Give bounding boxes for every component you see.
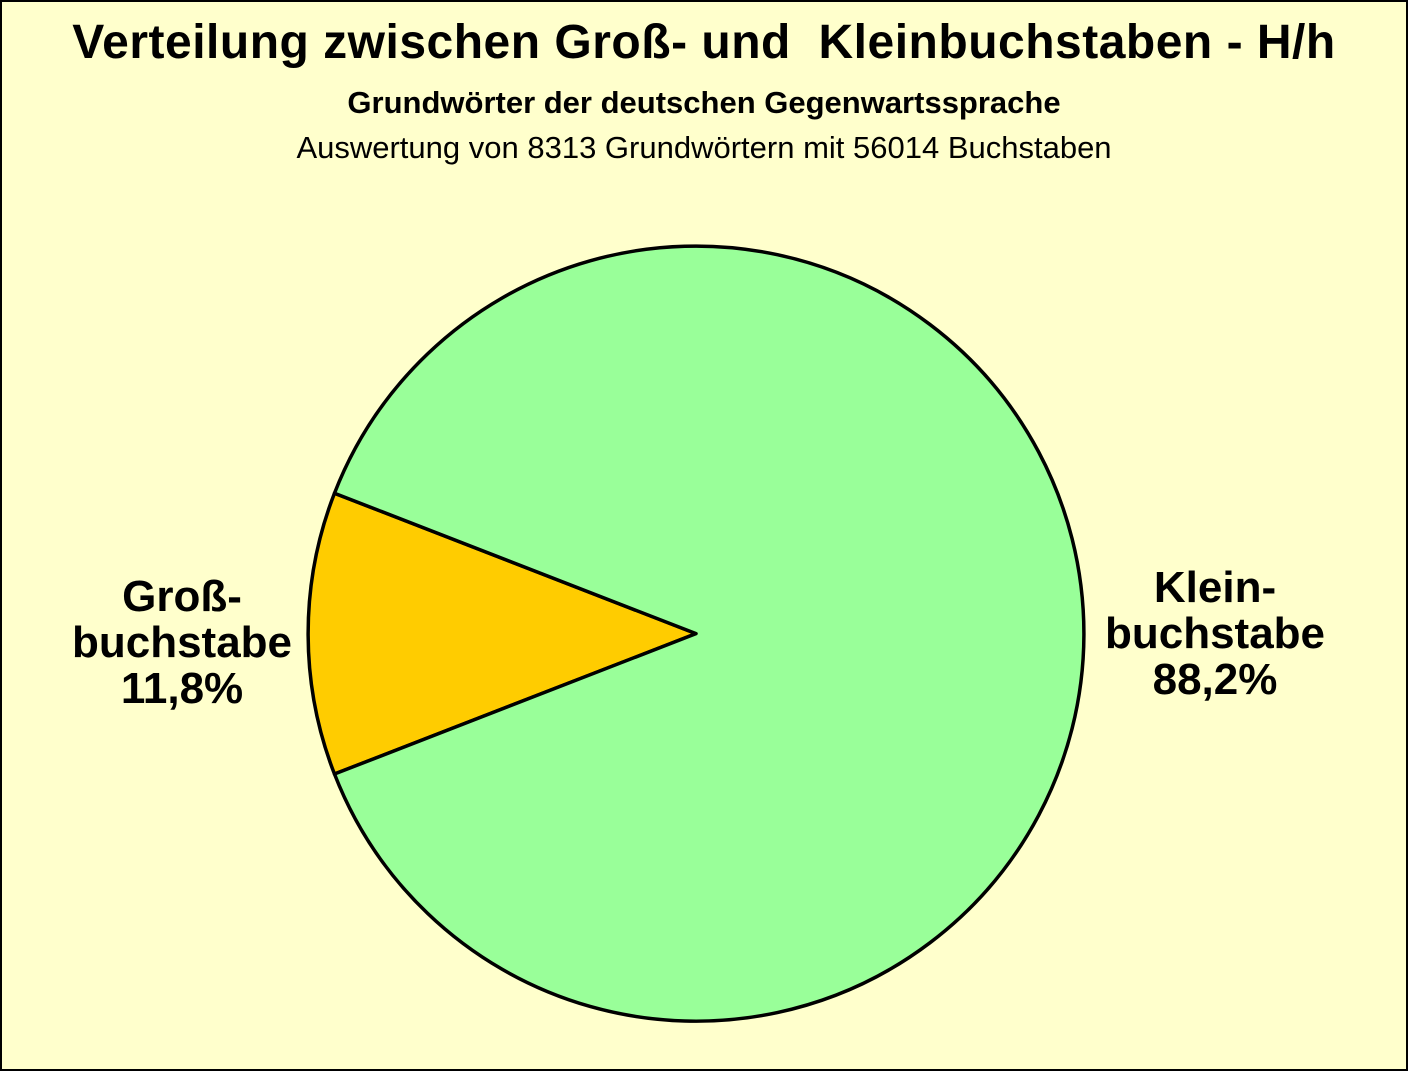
pie-slice-gro-buchstabe	[306, 491, 698, 776]
chart-title: Verteilung zwischen Groß- und Kleinbuchs…	[72, 16, 1336, 69]
chart-subtitle: Grundwörter der deutschen Gegenwartsspra…	[347, 85, 1061, 120]
slice-label-grossbuchstabe: Groß- buchstabe 11,8%	[32, 574, 332, 712]
slice-label-value: 11,8%	[120, 664, 244, 713]
slice-label-line: buchstabe	[1104, 609, 1326, 658]
slice-label-line: buchstabe	[71, 618, 293, 667]
chart-annotation: Auswertung von 8313 Grundwörtern mit 560…	[296, 130, 1112, 165]
slice-label-line: Klein-	[1153, 563, 1277, 612]
slice-label-line: Groß-	[122, 572, 242, 621]
slice-label-value: 88,2%	[1152, 655, 1278, 704]
pie-slice-kleinbuchstabe	[332, 244, 1086, 1023]
slice-label-kleinbuchstabe: Klein- buchstabe 88,2%	[1065, 565, 1365, 703]
